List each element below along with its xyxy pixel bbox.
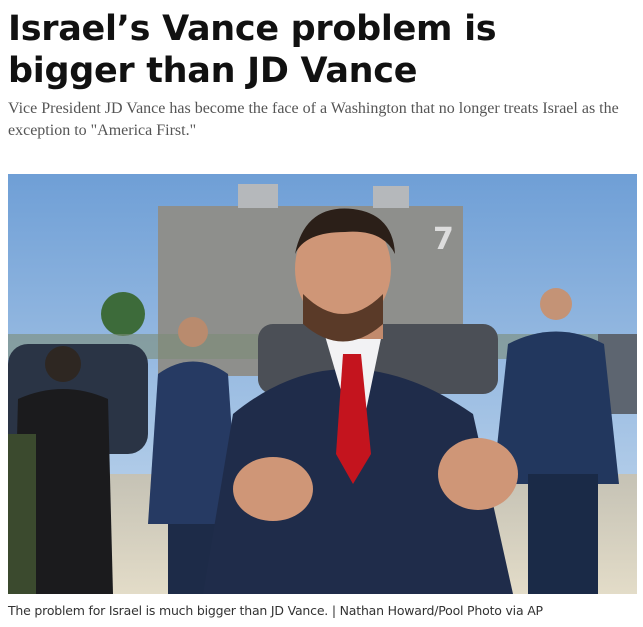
photo: 7 bbox=[8, 174, 637, 594]
roof-unit bbox=[373, 186, 409, 208]
person bbox=[13, 346, 113, 594]
foreground-blur bbox=[8, 434, 36, 594]
building-number: 7 bbox=[433, 222, 454, 257]
roof-unit bbox=[238, 184, 278, 208]
main-person bbox=[203, 208, 518, 594]
caption: The problem for Israel is much bigger th… bbox=[8, 603, 543, 618]
tree bbox=[101, 292, 145, 336]
person bbox=[493, 288, 619, 594]
subtitle: Vice President JD Vance has become the f… bbox=[8, 100, 619, 139]
headline: Israel’s Vance problem is bigger than JD… bbox=[8, 9, 497, 91]
